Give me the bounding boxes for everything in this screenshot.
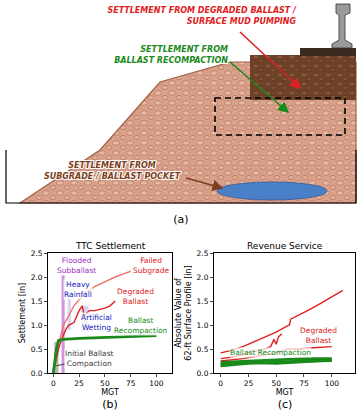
- svg-text:0.5: 0.5: [197, 345, 209, 354]
- html-text:(c): (c): [277, 398, 293, 411]
- svg-text:2.5: 2.5: [197, 249, 209, 258]
- svg-text:50: 50: [271, 379, 281, 388]
- svg-text:1.0: 1.0: [31, 321, 43, 330]
- svg-text:0: 0: [218, 379, 223, 388]
- svg-text:2.0: 2.0: [197, 273, 209, 282]
- svg-text:2.0: 2.0: [31, 273, 43, 282]
- svg-text:0: 0: [51, 379, 56, 388]
- svg-text:Revenue Service: Revenue Service: [247, 241, 323, 251]
- svg-text:0.5: 0.5: [31, 345, 43, 354]
- svg-text:DegradedBallast: DegradedBallast: [300, 326, 337, 345]
- svg-text:BallastRecompaction: BallastRecompaction: [114, 316, 168, 335]
- svg-text:Ballast Recompaction: Ballast Recompaction: [230, 348, 311, 357]
- svg-text:25: 25: [244, 379, 254, 388]
- svg-text:MGT: MGT: [276, 388, 294, 397]
- svg-text:SETTLEMENT FROMBALLAST RECOMPA: SETTLEMENT FROMBALLAST RECOMPACTION: [114, 45, 228, 65]
- svg-text:DegradedBallast: DegradedBallast: [117, 287, 154, 306]
- svg-text:FloodedSubballast: FloodedSubballast: [57, 256, 96, 275]
- svg-text:0.0: 0.0: [31, 369, 43, 378]
- svg-text:TTC Settlement: TTC Settlement: [75, 241, 146, 251]
- svg-text:1.5: 1.5: [197, 297, 209, 306]
- svg-text:0.0: 0.0: [197, 369, 209, 378]
- svg-text:Initial BallastCompaction: Initial BallastCompaction: [65, 349, 114, 368]
- svg-text:75: 75: [126, 379, 136, 388]
- svg-text:ArtificialWetting: ArtificialWetting: [81, 313, 112, 332]
- svg-text:50: 50: [100, 379, 110, 388]
- svg-text:Settlement [in]: Settlement [in]: [18, 283, 27, 343]
- svg-text:FailedSubgrade: FailedSubgrade: [133, 256, 169, 275]
- svg-text:Absolute Value of62-ft Surface: Absolute Value of62-ft Surface Profile […: [174, 265, 193, 360]
- html-text:(a): (a): [173, 213, 189, 226]
- svg-text:1.5: 1.5: [31, 297, 43, 306]
- svg-text:1.0: 1.0: [197, 321, 209, 330]
- svg-text:SETTLEMENT FROMSUBGRADE / BALL: SETTLEMENT FROMSUBGRADE / BALLAST POCKET: [44, 161, 181, 181]
- svg-text:MGT: MGT: [101, 388, 119, 397]
- svg-text:100: 100: [325, 379, 340, 388]
- svg-text:SETTLEMENT FROM DEGRADED BALLA: SETTLEMENT FROM DEGRADED BALLAST /SURFAC…: [107, 6, 297, 26]
- html-text:(b): (b): [102, 398, 118, 411]
- svg-text:25: 25: [74, 379, 84, 388]
- svg-text:2.5: 2.5: [31, 249, 43, 258]
- svg-text:100: 100: [149, 379, 164, 388]
- svg-text:75: 75: [299, 379, 309, 388]
- svg-text:HeavyRainfall: HeavyRainfall: [64, 280, 92, 299]
